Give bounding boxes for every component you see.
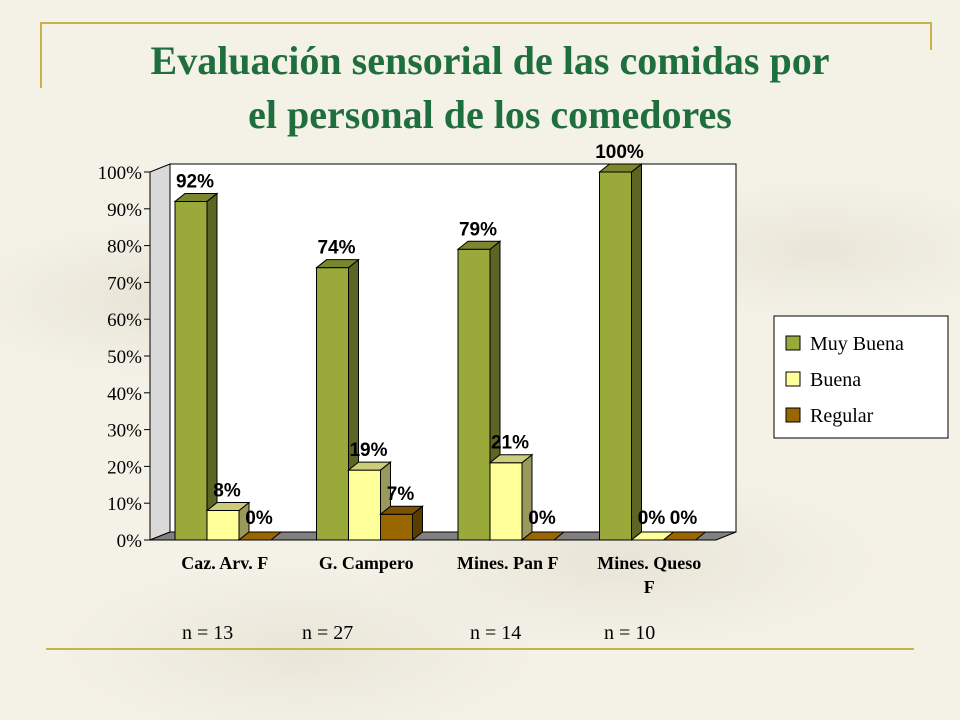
category-label: Mines. Queso — [597, 553, 701, 573]
legend-swatch-1 — [785, 371, 801, 387]
y-tick-label: 100% — [98, 163, 143, 184]
y-tick-label: 80% — [107, 237, 142, 258]
bar-buena-1 — [348, 469, 381, 541]
bar-muy-buena-2 — [457, 248, 491, 541]
sample-size-label: n = 14 — [470, 622, 522, 644]
side-wall — [149, 163, 171, 541]
data-label: 100% — [595, 142, 644, 163]
bar-buena-1-top — [347, 461, 392, 471]
y-tick-label: 30% — [107, 421, 142, 442]
data-label: 74% — [317, 238, 355, 259]
data-label: 0% — [528, 508, 556, 529]
legend-entry: Regular — [810, 405, 874, 427]
bar-muy-buena-3-top — [598, 163, 643, 173]
y-tick-label: 50% — [107, 347, 142, 368]
slide-title: Evaluación sensorial de las comidas por … — [40, 34, 940, 142]
data-label: 0% — [670, 508, 698, 529]
legend-entry: Muy Buena — [810, 333, 904, 355]
bar-buena-2-top — [488, 454, 534, 464]
plot-area: 0%10%20%30%40%50%60%70%80%90%100% 92%8%0%… — [98, 142, 737, 597]
data-label: 8% — [213, 481, 241, 502]
bottom-rule — [46, 648, 914, 650]
category-label: F — [644, 577, 655, 597]
y-tick-label: 20% — [107, 457, 142, 478]
y-tick-label: 90% — [107, 200, 142, 221]
legend: Muy Buena Buena Regular — [773, 315, 949, 439]
bar-muy-buena-1-top — [315, 259, 360, 269]
bar-muy-buena-3 — [599, 171, 632, 541]
y-tick-label: 70% — [107, 273, 142, 294]
top-rule — [40, 22, 932, 24]
data-label: 0% — [245, 508, 273, 529]
bar-muy-buena-0 — [174, 200, 208, 541]
category-label: Caz. Arv. F — [181, 553, 268, 573]
top-right-tick — [930, 22, 932, 50]
back-wall — [169, 163, 737, 533]
legend-entry: Buena — [810, 369, 861, 391]
bar-muy-buena-2-top — [456, 240, 502, 250]
bar-buena-0 — [206, 510, 240, 541]
y-tick-label: 60% — [107, 310, 142, 331]
y-tick-label: 40% — [107, 384, 142, 405]
data-label: 19% — [349, 440, 387, 461]
category-label: Mines. Pan F — [457, 553, 559, 573]
bar-regular-1-top — [379, 505, 424, 515]
legend-swatch-2 — [785, 407, 801, 423]
bar-muy-buena-0-top — [173, 192, 219, 202]
bar-regular-1 — [380, 513, 413, 541]
category-label: G. Campero — [319, 553, 414, 573]
bar-muy-buena-3-side — [631, 162, 642, 542]
sample-size-label: n = 10 — [604, 622, 656, 644]
bar-regular-2 — [520, 531, 566, 541]
data-label: 0% — [638, 508, 666, 529]
data-label: 21% — [491, 433, 529, 454]
bar-regular-3 — [662, 531, 707, 541]
title-line-2: el personal de los comedores — [248, 92, 732, 137]
data-label: 7% — [387, 484, 415, 505]
data-label: 92% — [176, 171, 214, 192]
title-line-1: Evaluación sensorial de las comidas por — [150, 38, 830, 83]
data-label: 79% — [459, 219, 497, 240]
bar-buena-2 — [489, 462, 523, 541]
legend-box — [773, 315, 949, 439]
bar-muy-buena-1 — [316, 267, 349, 541]
y-tick-label: 0% — [117, 531, 143, 552]
left-vertical-rule — [40, 22, 42, 88]
bar-buena-0-top — [205, 502, 251, 512]
y-tick-label: 10% — [107, 494, 142, 515]
bar-regular-0 — [237, 531, 283, 541]
sample-size-label: n = 27 — [302, 622, 354, 644]
legend-swatch-0 — [785, 335, 801, 351]
sample-size-label: n = 13 — [182, 622, 234, 644]
